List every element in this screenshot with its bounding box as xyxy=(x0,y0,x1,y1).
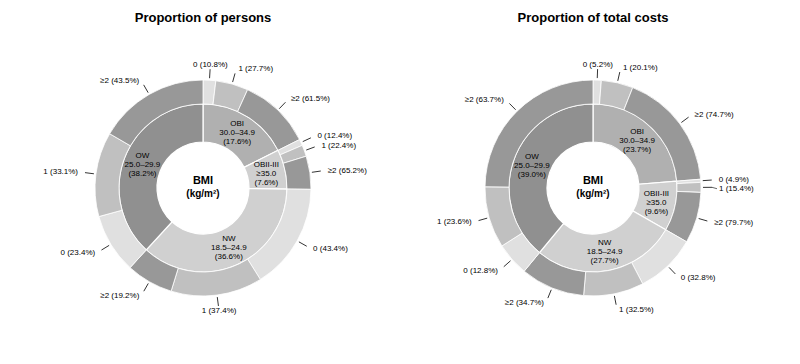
svg-text:0 (23.4%): 0 (23.4%) xyxy=(61,248,96,257)
svg-text:≥2 (19.2%): ≥2 (19.2%) xyxy=(100,291,139,300)
svg-text:0 (32.8%): 0 (32.8%) xyxy=(681,273,716,282)
svg-text:≥2 (43.5%): ≥2 (43.5%) xyxy=(100,76,139,85)
svg-text:1 (37.4%): 1 (37.4%) xyxy=(202,306,237,315)
svg-text:NW18.5–24.9(36.6%): NW18.5–24.9(36.6%) xyxy=(211,234,247,261)
svg-text:OBII-III≥35.0(9.6%): OBII-III≥35.0(9.6%) xyxy=(644,189,669,216)
html-text:Proportion of total costs: Proportion of total costs xyxy=(517,10,669,25)
svg-text:≥2 (63.7%): ≥2 (63.7%) xyxy=(465,95,504,104)
svg-text:≥2 (79.7%): ≥2 (79.7%) xyxy=(714,218,753,227)
svg-text:≥2 (74.7%): ≥2 (74.7%) xyxy=(695,110,734,119)
svg-text:NW18.5–24.9(27.7%): NW18.5–24.9(27.7%) xyxy=(587,238,623,265)
svg-text:0 (5.2%): 0 (5.2%) xyxy=(583,60,614,69)
svg-text:1 (33.1%): 1 (33.1%) xyxy=(43,167,78,176)
svg-text:1 (27.7%): 1 (27.7%) xyxy=(238,64,273,73)
html-text:(kg/m²): (kg/m²) xyxy=(186,188,220,199)
html-text:BMI: BMI xyxy=(192,174,214,186)
html-text:Proportion of persons: Proportion of persons xyxy=(134,10,272,25)
svg-text:0 (12.8%): 0 (12.8%) xyxy=(463,266,498,275)
svg-text:≥2 (34.7%): ≥2 (34.7%) xyxy=(505,298,544,307)
svg-text:OBII-III≥35.0(7.6%): OBII-III≥35.0(7.6%) xyxy=(254,160,279,187)
svg-text:1 (20.1%): 1 (20.1%) xyxy=(623,63,658,72)
svg-text:OW25.0–29.9(39.0%): OW25.0–29.9(39.0%) xyxy=(514,152,550,179)
svg-text:1 (23.6%): 1 (23.6%) xyxy=(437,217,472,226)
svg-text:≥2 (61.5%): ≥2 (61.5%) xyxy=(291,94,330,103)
html-text:(kg/m²): (kg/m²) xyxy=(576,188,610,199)
svg-text:0 (43.4%): 0 (43.4%) xyxy=(313,244,348,253)
svg-text:0 (10.8%): 0 (10.8%) xyxy=(193,60,228,69)
svg-text:OBI30.0–34.9(17.6%): OBI30.0–34.9(17.6%) xyxy=(219,119,255,146)
svg-text:OBI30.0–34.9(23.7%): OBI30.0–34.9(23.7%) xyxy=(619,127,655,154)
svg-text:0 (12.4%): 0 (12.4%) xyxy=(317,131,352,140)
svg-text:1 (22.4%): 1 (22.4%) xyxy=(321,141,356,150)
svg-text:0 (4.9%): 0 (4.9%) xyxy=(719,175,750,184)
html-text:BMI: BMI xyxy=(582,174,604,186)
svg-text:1 (15.4%): 1 (15.4%) xyxy=(719,184,754,193)
svg-text:OW25.0–29.9(38.2%): OW25.0–29.9(38.2%) xyxy=(125,151,161,178)
svg-text:≥2 (65.2%): ≥2 (65.2%) xyxy=(328,166,367,175)
svg-text:1 (32.5%): 1 (32.5%) xyxy=(619,305,654,314)
